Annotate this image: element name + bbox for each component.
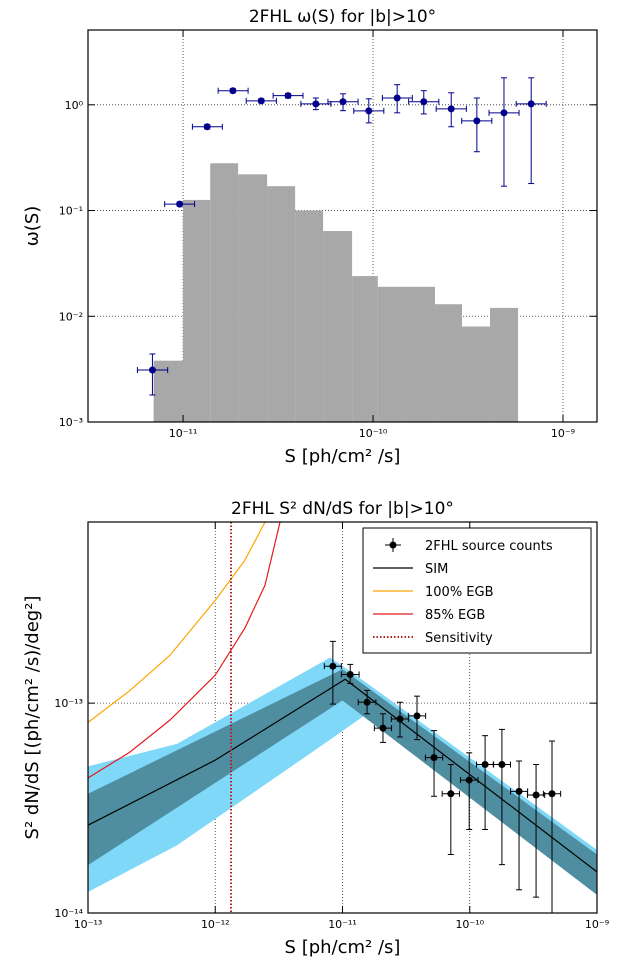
legend-label: 85% EGB [425,608,485,623]
data-point [515,787,523,795]
legend-label: 100% EGB [425,585,494,600]
bar [352,276,378,422]
confidence-band [88,669,597,895]
bar [295,210,324,422]
data-point [481,761,489,769]
y-tick-label: 10⁻¹³ [54,697,83,710]
legend-label: SIM [425,562,448,577]
bar [210,163,239,422]
data-point [339,98,347,106]
axes-frame [87,29,598,423]
x-tick-label: 10⁻¹¹ [169,427,198,440]
data-point [379,724,387,732]
bar [377,286,408,422]
data-point [393,94,401,102]
data-point [203,123,211,131]
data-point [447,105,455,113]
data-point [413,712,421,720]
plot-area [136,77,547,422]
data-point [420,98,428,106]
bar [435,304,462,422]
data-point [465,776,473,784]
data-point [363,698,371,706]
bar [461,326,491,422]
data-point [365,107,373,115]
bar [407,286,436,422]
x-tick-label: 10⁻¹³ [74,918,103,931]
bar [323,231,353,422]
data-point [430,754,438,762]
data-point [257,97,265,105]
data-point [548,790,556,798]
data-point [396,715,404,723]
data-point [312,100,320,108]
legend-label: 2FHL source counts [425,539,553,554]
data-point [329,662,337,670]
legend-label: Sensitivity [425,631,493,646]
bar [183,199,211,422]
chart-title: 2FHL ω(S) for |b|>10° [249,7,436,27]
x-tick-label: 10⁻⁹ [585,918,609,931]
y-tick-label: 10⁻² [59,310,83,323]
chart-title: 2FHL S² dN/dS for |b|>10° [231,499,454,519]
x-axis-label: S [ph/cm² /s] [285,937,401,958]
data-point [532,791,540,799]
data-point [284,92,292,100]
bar [238,174,268,422]
bar [490,307,519,422]
line [88,678,597,873]
y-axis-label: S² dN/dS [(ph/cm² /s)/deg²] [22,596,43,840]
data-point [176,200,184,208]
data-point [447,790,455,798]
legend-swatch [389,541,397,549]
y-tick-label: 10⁰ [65,99,84,112]
data-point [527,100,535,108]
data-point [229,87,237,95]
data-point [500,109,508,117]
x-tick-label: 10⁻¹⁰ [455,918,484,931]
y-axis-label: ω(S) [22,206,43,247]
x-tick-label: 10⁻⁹ [551,427,575,440]
x-axis-label: S [ph/cm² /s] [285,446,401,467]
plot-area [88,522,597,913]
x-tick-label: 10⁻¹² [201,918,230,931]
y-tick-label: 10⁻¹ [59,205,83,218]
x-tick-label: 10⁻¹⁰ [359,427,388,440]
bar [153,360,184,422]
data-point [498,761,506,769]
line [88,522,266,723]
x-tick-label: 10⁻¹¹ [328,918,357,931]
data-point [346,670,354,678]
data-point [148,366,156,374]
line [88,522,281,779]
y-tick-label: 10⁻³ [59,416,83,429]
data-point [473,117,481,125]
bar [267,186,296,422]
y-tick-label: 10⁻¹⁴ [54,907,83,920]
axes-frame [87,521,598,914]
